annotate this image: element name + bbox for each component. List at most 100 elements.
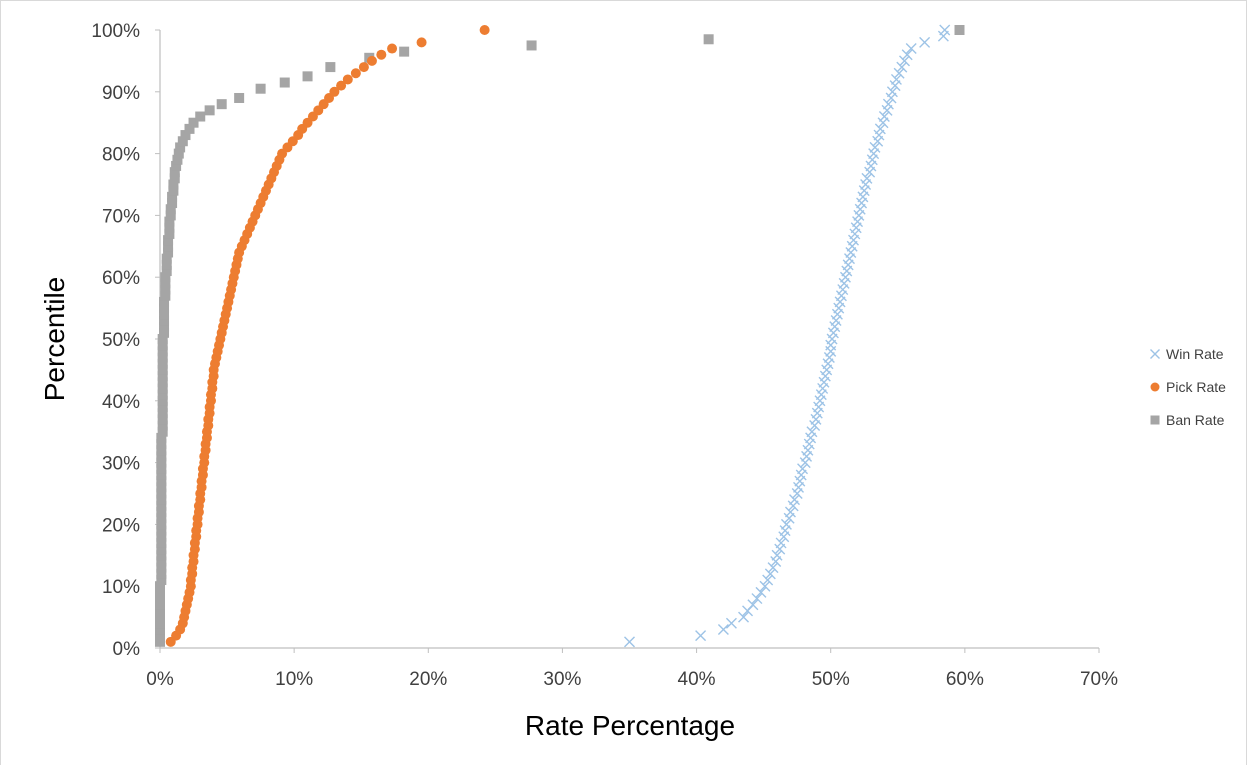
data-point <box>168 185 179 196</box>
data-point <box>168 179 179 190</box>
data-point <box>157 414 168 425</box>
legend-marker <box>1150 415 1160 425</box>
data-point <box>161 253 172 264</box>
data-point <box>751 593 763 605</box>
data-point <box>156 562 167 573</box>
data-point <box>167 191 178 202</box>
data-point <box>163 235 174 246</box>
y-tick-label: 0% <box>113 639 141 660</box>
data-point <box>157 364 168 375</box>
data-point <box>157 377 168 388</box>
data-point <box>156 568 167 579</box>
data-point <box>279 77 290 88</box>
data-point <box>762 574 774 586</box>
y-tick-label: 100% <box>91 21 140 42</box>
data-point <box>156 482 167 493</box>
data-point <box>725 617 737 629</box>
data-point <box>157 389 168 400</box>
data-point <box>204 105 215 116</box>
data-point <box>302 71 313 82</box>
data-point <box>350 68 361 79</box>
data-point <box>896 61 908 73</box>
data-point <box>342 74 353 85</box>
data-point <box>156 556 167 567</box>
data-point <box>157 371 168 382</box>
data-point <box>155 612 165 623</box>
data-point <box>764 568 776 580</box>
legend: Win Rate Pick Rate Ban Rate <box>1150 346 1226 428</box>
x-tick-label: 30% <box>543 669 581 690</box>
data-point <box>155 618 165 629</box>
data-point <box>954 25 965 35</box>
data-point <box>329 86 340 97</box>
data-point <box>159 303 170 314</box>
data-point <box>188 117 199 128</box>
data-point <box>165 204 176 215</box>
y-tick-label: 40% <box>102 392 140 413</box>
data-point <box>171 160 182 171</box>
x-tick-label: 70% <box>1080 669 1118 690</box>
data-point <box>156 513 167 524</box>
data-point <box>919 36 931 48</box>
data-point <box>155 581 165 592</box>
data-point <box>156 531 167 542</box>
series-pick-rate <box>165 25 490 647</box>
y-tick-label: 50% <box>102 330 140 351</box>
data-point <box>255 83 266 94</box>
data-point <box>160 278 171 289</box>
data-point <box>169 173 180 184</box>
data-point <box>784 506 796 518</box>
data-point <box>157 426 168 437</box>
data-point <box>789 494 800 506</box>
x-tick-label: 60% <box>946 669 984 690</box>
data-point <box>479 25 490 35</box>
data-point <box>156 494 167 505</box>
data-point <box>775 537 787 549</box>
data-point <box>184 123 195 134</box>
data-point <box>157 358 168 369</box>
data-point <box>155 630 165 641</box>
data-point <box>747 599 759 611</box>
data-point <box>156 469 167 480</box>
data-point <box>874 123 886 135</box>
x-tick-label: 20% <box>409 669 447 690</box>
series-ban-rate <box>155 25 965 647</box>
data-point <box>738 611 750 623</box>
data-point <box>156 550 167 561</box>
data-point <box>376 49 387 60</box>
data-point <box>157 383 168 394</box>
data-point <box>156 507 167 518</box>
data-point <box>399 46 410 57</box>
y-tick-label: 10% <box>102 577 140 598</box>
data-point <box>156 519 167 530</box>
data-point <box>939 24 951 36</box>
data-point <box>893 67 905 79</box>
data-point <box>234 92 245 103</box>
data-point <box>159 321 170 332</box>
axes <box>159 30 1099 649</box>
data-point <box>175 142 186 153</box>
data-point <box>861 172 873 184</box>
data-point <box>159 315 170 326</box>
y-tick-label: 80% <box>102 145 140 166</box>
data-point <box>890 73 902 85</box>
series-win-rate <box>624 24 951 648</box>
data-point <box>156 432 167 443</box>
series-layer <box>155 24 965 648</box>
data-point <box>157 346 168 357</box>
data-point <box>703 34 714 45</box>
data-point <box>156 525 167 536</box>
x-tick-label: 40% <box>678 669 716 690</box>
data-point <box>163 247 174 258</box>
data-point <box>624 636 635 648</box>
data-point <box>882 98 894 110</box>
y-tick-label: 20% <box>102 515 140 536</box>
data-point <box>160 290 171 301</box>
x-tick-label: 10% <box>275 669 313 690</box>
data-point <box>159 327 170 338</box>
data-point <box>526 40 537 51</box>
data-point <box>901 49 913 61</box>
data-point <box>172 154 183 165</box>
data-point <box>156 445 167 456</box>
